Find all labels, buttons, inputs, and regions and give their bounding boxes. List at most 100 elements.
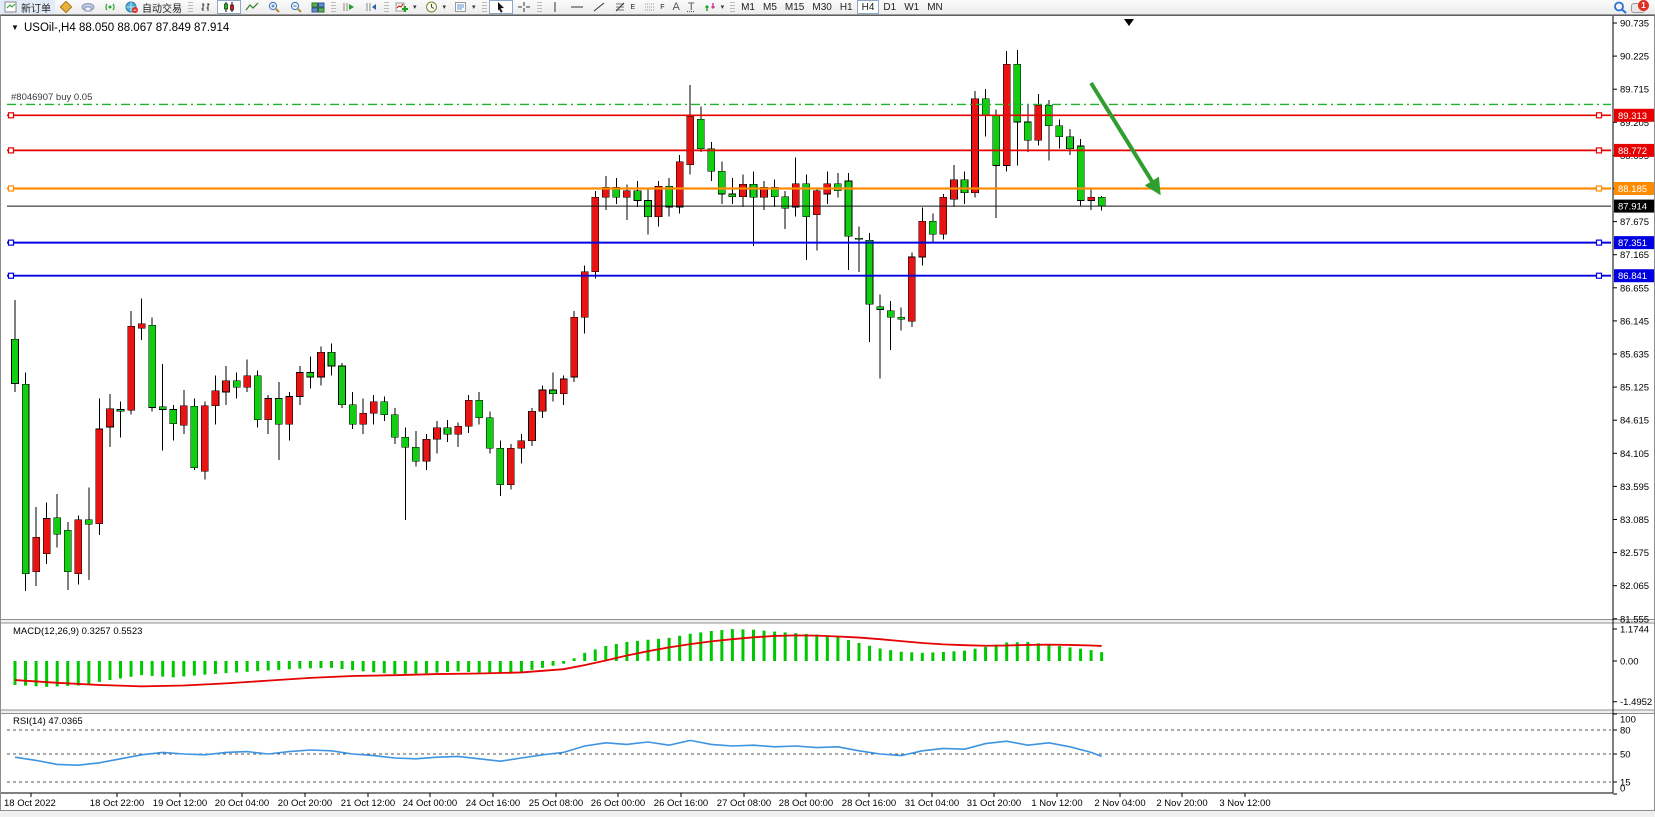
svg-text:87.675: 87.675 [1620,217,1649,228]
horizontal-line-objects[interactable] [7,103,1611,279]
indicators-add-icon [395,1,409,13]
cloud-button[interactable] [77,0,99,14]
new-order-label: 新订单 [21,3,51,15]
fibo-sub-label: E [630,3,636,11]
vertical-line-tool-button[interactable] [544,0,566,14]
trend-arrow-object[interactable] [1089,81,1161,196]
svg-text:89.313: 89.313 [1618,111,1647,122]
cursor-tool-button[interactable] [488,0,513,14]
svg-text:15: 15 [1620,778,1631,789]
resistance-line-2[interactable] [7,147,1611,154]
signals-icon [103,1,117,13]
price-axis[interactable]: 90.73590.22589.71589.20588.69588.18587.6… [1612,16,1654,795]
timeframe-button-mn[interactable]: MN [927,1,943,13]
support-line-1[interactable] [7,239,1611,246]
crosshair-tool-button[interactable] [513,0,535,14]
candle-chart-button[interactable] [217,0,241,14]
timeframe-buttons: M1 M5 M15 M30 H1 H4 D1 W1 MN [737,0,947,14]
svg-text:83.595: 83.595 [1620,482,1649,493]
svg-text:100: 100 [1620,715,1636,726]
svg-text:86.655: 86.655 [1620,283,1649,294]
svg-text:20 Oct 20:00: 20 Oct 20:00 [278,798,332,809]
timeframe-button-m15[interactable]: M15 [784,1,805,13]
timeframe-button-w1[interactable]: W1 [904,1,920,13]
svg-text:80: 80 [1620,726,1631,737]
svg-text:24 Oct 00:00: 24 Oct 00:00 [403,798,457,809]
svg-text:87.914: 87.914 [1618,202,1647,213]
tile-windows-button[interactable] [307,0,329,14]
toolbar-separator [331,1,336,13]
arrows-tool-button[interactable]: ▾ [699,0,729,14]
svg-text:21 Oct 12:00: 21 Oct 12:00 [341,798,395,809]
support-line-2[interactable] [7,272,1611,279]
autotrading-button[interactable]: 自动交易 [121,0,186,15]
tile-windows-icon [311,1,325,13]
chart-area[interactable]: 90.73590.22589.71589.20588.69588.18587.6… [0,15,1655,811]
bars-chart-icon [199,1,213,13]
new-order-icon [4,1,18,13]
auto-scroll-icon [342,1,356,13]
zoom-in-button[interactable] [263,0,285,14]
timeframe-button-h4[interactable]: H4 [856,0,880,14]
notifications-button[interactable]: 1 [1631,0,1649,14]
svg-text:1.1744: 1.1744 [1620,624,1649,635]
text-label-icon: T [687,1,695,13]
pivot-line[interactable] [7,185,1611,192]
timeframe-button-h1[interactable]: H1 [839,1,853,13]
resistance-line-1[interactable] [7,112,1611,119]
cloud-terminal-icon [81,1,95,13]
rsi-panel [7,729,1611,783]
chart-shift-marker[interactable] [1124,19,1134,26]
zoom-out-button[interactable] [285,0,307,14]
horizontal-line-icon [570,1,584,13]
timeframe-button-m30[interactable]: M30 [812,1,832,13]
new-order-button[interactable]: 新订单 [0,0,55,15]
crosshair-icon [517,1,531,13]
macd-label: MACD(12,26,9) 0.3257 0.5523 [13,626,142,637]
periods-caret[interactable]: ▾ [442,4,447,11]
line-chart-button[interactable] [241,0,263,14]
svg-text:0.00: 0.00 [1620,657,1639,668]
chart-shift-button[interactable] [360,0,382,14]
fibonacci-tool-button[interactable]: E [610,0,640,14]
grid-tool-button[interactable]: F [639,0,668,14]
toolbar-separator [384,1,389,13]
arrows-caret[interactable]: ▾ [720,4,725,11]
svg-text:19 Oct 12:00: 19 Oct 12:00 [153,798,207,809]
axes[interactable]: 90.73590.22589.71589.20588.69588.18587.6… [1,16,1654,809]
time-axis[interactable]: 18 Oct 2022 18 Oct 22:00 19 Oct 12:00 20 Oc… [1,792,1613,809]
signals-button[interactable] [99,0,121,14]
svg-text:2 Nov 04:00: 2 Nov 04:00 [1094,798,1145,809]
horizontal-line-tool-button[interactable] [566,0,588,14]
symbol-dropdown-arrow[interactable]: ▼ [11,23,19,32]
indicators-caret[interactable]: ▾ [413,4,417,11]
auto-scroll-button[interactable] [338,0,360,14]
rsi-label: RSI(14) 47.0365 [13,716,83,727]
candles-chart-icon [222,1,236,13]
bar-chart-button[interactable] [195,0,217,14]
svg-text:84.615: 84.615 [1620,416,1649,427]
search-button[interactable] [1609,0,1631,14]
line-chart-icon [245,1,259,13]
toolbar-separator [188,1,193,13]
indicators-button[interactable]: ▾ [391,0,421,14]
timeframe-button-d1[interactable]: D1 [883,1,897,13]
templates-caret[interactable]: ▾ [472,4,476,11]
text-label-tool-button[interactable]: T [684,0,699,14]
svg-text:18 Oct 22:00: 18 Oct 22:00 [90,798,144,809]
trendline-icon [592,1,606,13]
svg-text:87.165: 87.165 [1620,250,1649,261]
svg-text:85.635: 85.635 [1620,350,1649,361]
svg-text:88.185: 88.185 [1618,184,1647,195]
grid-icon [643,1,657,13]
market-button[interactable] [55,0,77,14]
toolbar-separator [730,1,736,13]
timeframe-button-m1[interactable]: M1 [741,1,755,13]
trendline-tool-button[interactable] [588,0,610,14]
drawn-objects[interactable] [1089,19,1161,196]
text-tool-button[interactable]: A [669,0,684,14]
timeframe-button-m5[interactable]: M5 [763,1,777,13]
svg-text:31 Oct 04:00: 31 Oct 04:00 [905,798,959,809]
periods-button[interactable]: ▾ [421,0,451,14]
templates-button[interactable]: ▾ [450,0,480,14]
